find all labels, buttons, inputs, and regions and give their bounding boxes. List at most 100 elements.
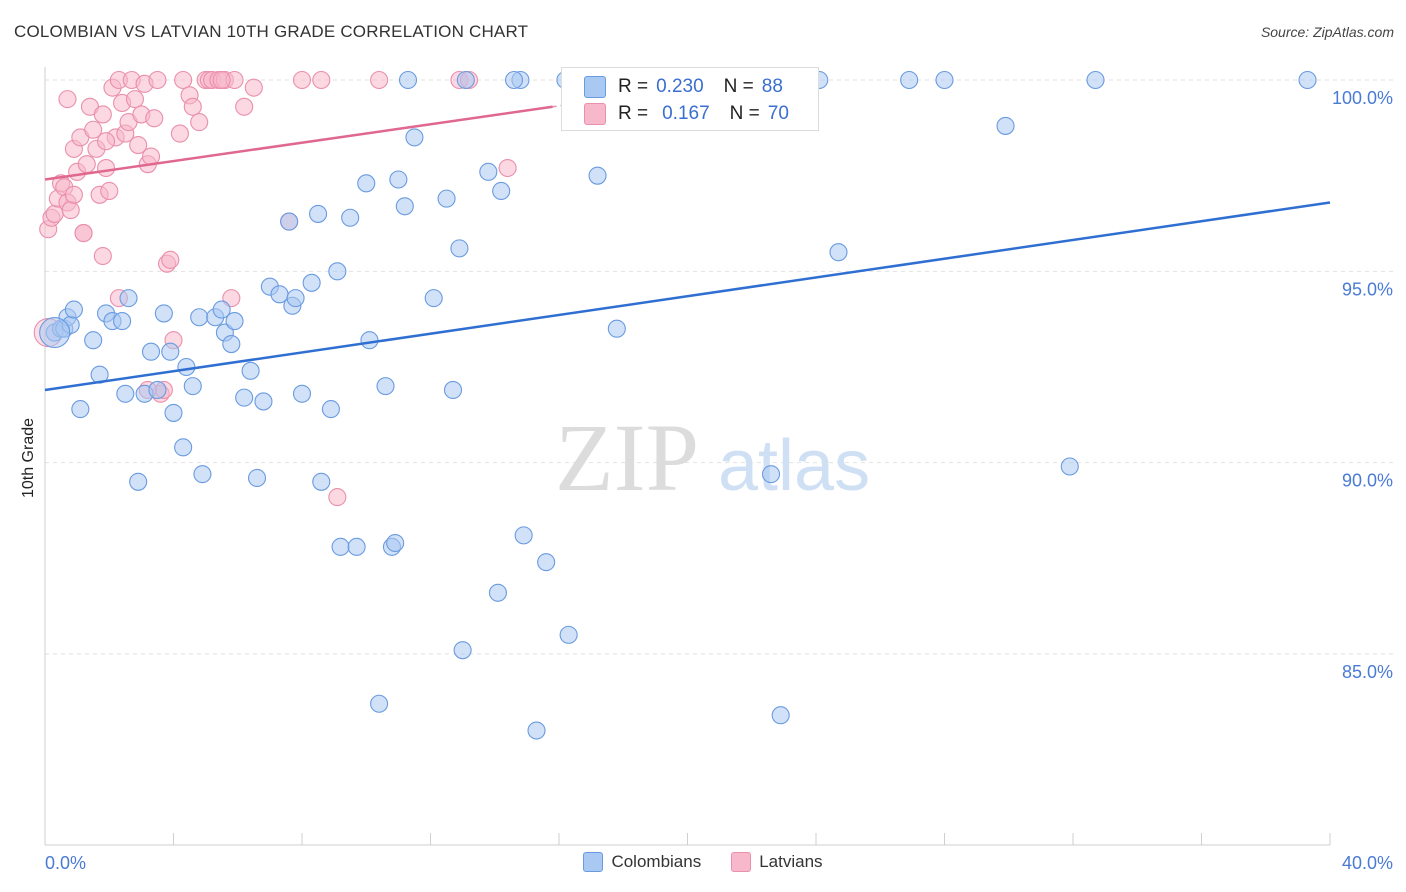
- latvian-point: [145, 109, 164, 128]
- axes: [44, 67, 1331, 846]
- colombian-point: [537, 553, 556, 572]
- latvians-swatch: [584, 103, 606, 125]
- colombian-point: [280, 212, 299, 231]
- r-value: 0.167: [662, 103, 710, 124]
- latvian-point: [96, 132, 116, 151]
- latvian-point: [174, 70, 193, 90]
- colombian-point: [527, 721, 546, 740]
- colombian-point: [588, 166, 607, 185]
- legend-item-latvians: Latvians: [731, 852, 823, 872]
- source-label: Source: ZipAtlas.com: [1260, 24, 1394, 40]
- x-tick-label: 0.0%: [45, 853, 86, 873]
- colombian-point: [386, 533, 405, 553]
- series-legend: Colombians Latvians: [0, 852, 1406, 872]
- latvian-point: [96, 158, 116, 178]
- colombian-point: [235, 388, 254, 407]
- r-label: R =: [618, 76, 649, 97]
- latvian-point: [370, 70, 389, 90]
- y-axis-label: 10th Grade: [20, 418, 37, 498]
- latvian-point: [148, 70, 167, 90]
- colombian-point: [347, 537, 366, 556]
- latvian-point: [74, 224, 93, 243]
- colombian-point: [71, 400, 90, 419]
- n-label: N =: [729, 103, 760, 124]
- latvian-point: [170, 124, 189, 143]
- colombian-point: [492, 181, 511, 201]
- colombian-point: [398, 70, 418, 90]
- colombians-points: [39, 70, 1317, 740]
- stats-legend: R = 0.230 N = 88 R = 0.167 N = 70: [561, 67, 819, 131]
- latvians-legend-swatch: [731, 852, 752, 872]
- colombian-point: [559, 625, 578, 644]
- colombian-point: [341, 208, 360, 227]
- colombian-point: [212, 300, 231, 319]
- colombian-point: [996, 116, 1015, 135]
- colombian-point: [456, 70, 475, 90]
- latvian-point: [328, 488, 347, 507]
- r-label: R =: [618, 103, 649, 124]
- colombian-point: [504, 70, 524, 90]
- latvian-point: [61, 201, 80, 220]
- colombian-point: [514, 526, 533, 545]
- colombian-point: [302, 273, 321, 292]
- latvian-point: [498, 158, 517, 178]
- latvian-point: [93, 105, 112, 124]
- latvian-point: [312, 70, 331, 90]
- colombian-point: [1086, 70, 1105, 90]
- colombian-point: [376, 377, 395, 396]
- colombian-point: [183, 377, 202, 396]
- latvian-point: [100, 181, 119, 201]
- y-tick-label: 100.0%: [1332, 88, 1393, 108]
- latvian-point: [129, 136, 148, 155]
- n-value: 88: [761, 76, 783, 97]
- watermark-atlas: atlas: [718, 426, 870, 506]
- stats-row-colombians: R = 0.230 N = 88: [584, 73, 783, 101]
- colombian-point: [177, 357, 196, 377]
- latvian-point: [77, 155, 96, 174]
- colombian-point: [1060, 457, 1079, 476]
- latvian-point: [64, 185, 83, 204]
- colombian-point: [450, 239, 469, 258]
- latvian-point: [93, 246, 112, 266]
- colombian-point: [148, 380, 167, 400]
- watermark-zip: ZIP: [555, 404, 699, 511]
- colombian-point: [328, 262, 347, 281]
- colombian-point: [116, 384, 135, 403]
- legend-label: Colombians: [611, 852, 702, 871]
- colombian-point: [84, 331, 103, 350]
- colombian-point: [247, 468, 267, 488]
- latvian-point: [58, 90, 77, 109]
- colombian-point: [254, 392, 273, 411]
- colombian-point: [119, 289, 138, 308]
- colombian-point: [607, 319, 626, 338]
- colombian-point: [357, 174, 376, 193]
- colombian-point: [488, 583, 508, 602]
- legend-item-colombians: Colombians: [583, 852, 701, 872]
- latvian-point: [84, 120, 103, 139]
- colombian-point: [771, 706, 790, 725]
- colombians-legend-swatch: [583, 852, 604, 872]
- colombians-trend-line: [44, 201, 1331, 392]
- y-tick-label: 85.0%: [1342, 662, 1393, 682]
- colombian-point: [286, 289, 305, 308]
- colombian-point: [479, 162, 498, 181]
- chart-title: COLOMBIAN VS LATVIAN 10TH GRADE CORRELAT…: [14, 22, 529, 41]
- colombian-point: [321, 400, 340, 419]
- latvian-point: [292, 70, 312, 90]
- colombian-point: [761, 465, 781, 484]
- stats-row-latvians: R = 0.167 N = 70: [584, 100, 789, 128]
- colombian-point: [370, 694, 389, 713]
- colombian-point: [935, 70, 954, 90]
- colombian-point: [360, 331, 379, 350]
- colombian-point: [331, 537, 350, 556]
- colombian-point: [443, 380, 463, 400]
- colombian-point: [405, 128, 424, 147]
- colombian-point: [113, 312, 132, 331]
- legend-label: Latvians: [759, 852, 823, 871]
- colombian-point: [164, 403, 183, 422]
- tick-labels: 85.0% 90.0% 95.0% 100.0% 0.0% 40.0%: [45, 88, 1393, 873]
- latvian-point: [190, 113, 209, 132]
- colombian-point: [292, 384, 312, 403]
- colombian-point: [64, 300, 83, 319]
